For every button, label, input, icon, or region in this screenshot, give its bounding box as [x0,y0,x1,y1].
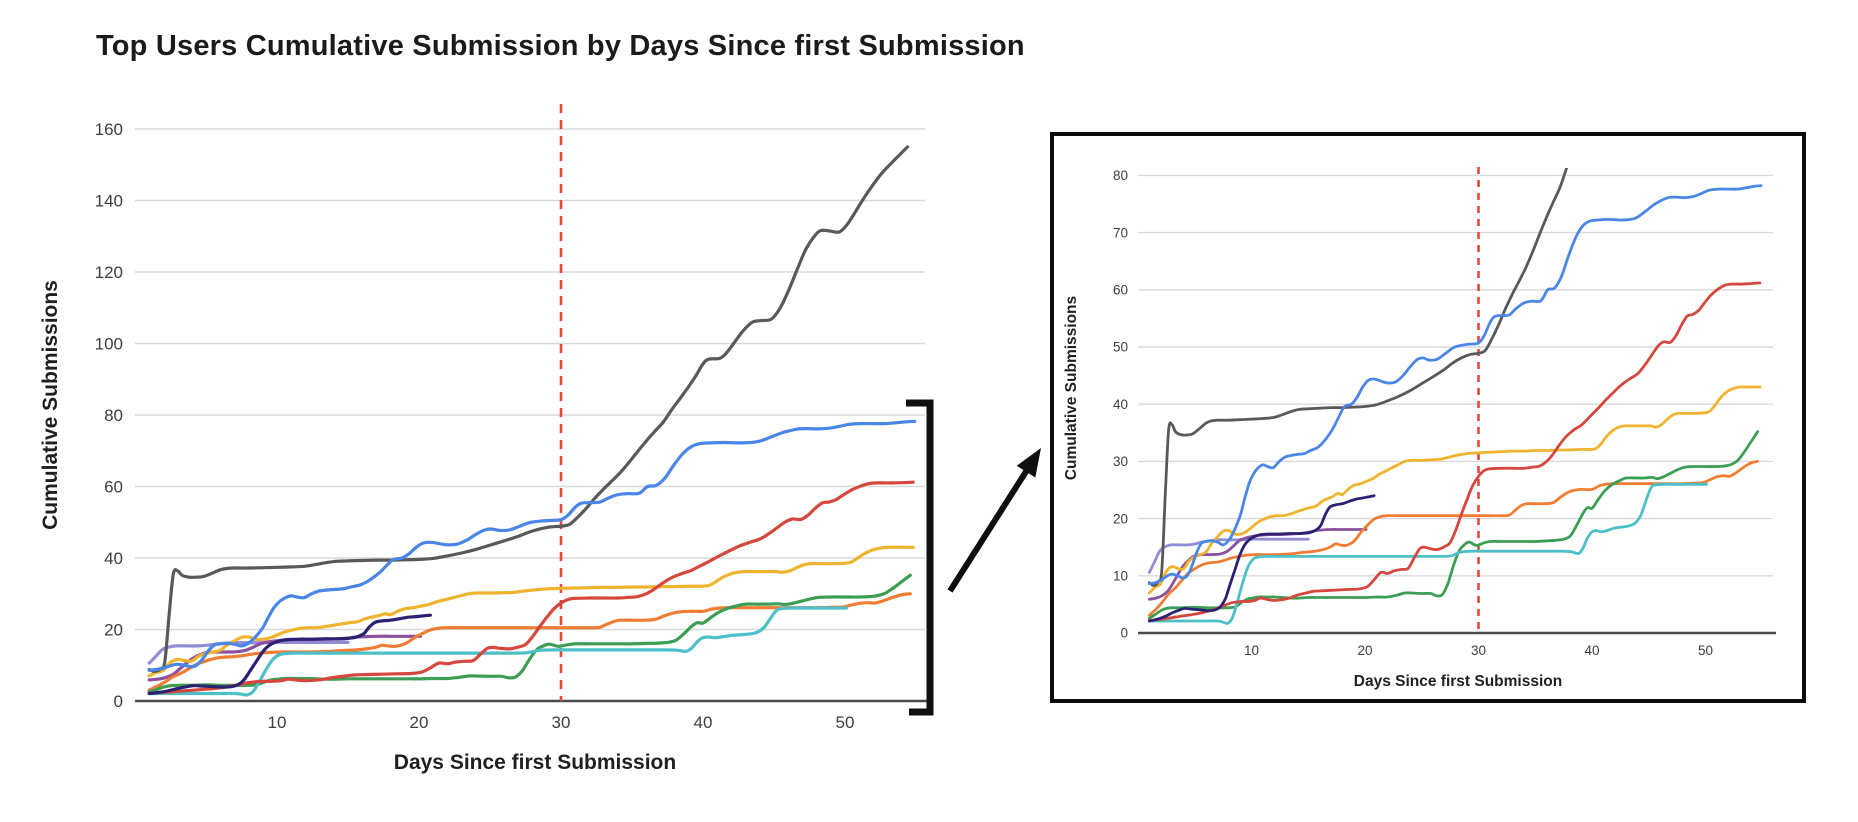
series-user-plum-line [1147,528,1368,601]
y-tick-label: 80 [104,406,123,425]
y-tick-label: 80 [1113,168,1128,183]
series-user-navy-line [147,613,432,696]
series-user-blue-line [147,419,917,672]
y-axis-title: Cumulative Submissions [39,280,62,530]
series-user-yellow-line [1147,385,1762,595]
y-tick-label: 50 [1113,340,1128,355]
y-tick-label: 40 [1113,397,1128,412]
y-tick-label: 70 [1113,225,1128,240]
y-tick-label: 10 [1113,569,1128,584]
zoom-inset-border [1050,132,1806,703]
left-chart-series-group [147,145,917,697]
y-tick-label: 20 [1113,511,1128,526]
x-tick-label: 40 [694,713,713,732]
series-user-navy-line [1147,494,1376,623]
x-axis-title: Days Since first Submission [1354,673,1562,690]
x-tick-label: 40 [1584,643,1599,658]
zoom-bracket [906,399,934,716]
chart-title: Top Users Cumulative Submission by Days … [96,30,1025,62]
series-user-green-line [147,573,912,694]
zoom-arrow-icon [947,448,1041,593]
series-user-teal-line [147,606,848,697]
x-tick-label: 50 [1698,643,1713,658]
x-tick-label: 10 [268,713,287,732]
x-tick-label: 20 [1357,643,1372,658]
series-user-red-line [147,480,915,695]
y-tick-label: 40 [104,549,123,568]
y-tick-label: 30 [1113,454,1128,469]
series-user-blue-line [1147,184,1763,586]
y-tick-label: 20 [104,620,123,639]
y-tick-label: 60 [1113,283,1128,298]
y-tick-label: 0 [1120,626,1128,641]
x-axis-title: Days Since first Submission [394,751,676,774]
y-tick-label: 0 [114,692,123,711]
series-user-teal-line [1147,482,1708,625]
left-chart-plot: 0 20 40 60 80 100 120 140 160 10 20 30 40 50 Cumulativ… [39,104,928,774]
series-user-gray-line [1147,168,1569,587]
x-tick-label: 30 [1471,643,1486,658]
x-tick-label: 30 [552,713,571,732]
y-tick-label: 60 [104,477,123,496]
y-tick-label: 120 [95,263,123,282]
x-tick-label: 20 [410,713,429,732]
y-axis-title: Cumulative Submissions [1063,296,1080,480]
y-tick-label: 100 [95,334,123,353]
y-tick-label: 140 [95,191,123,210]
series-user-green-line [1147,430,1760,620]
right-chart-series-group [1147,168,1763,625]
x-tick-label: 50 [836,713,855,732]
right-chart-plot: 0 10 20 30 40 50 60 70 80 10 20 30 40 50 Cumulative Su… [1063,167,1776,690]
y-tick-label: 160 [95,120,123,139]
x-tick-label: 10 [1244,643,1259,658]
series-user-gray-line [147,145,910,673]
series-user-red-line [1147,281,1762,622]
